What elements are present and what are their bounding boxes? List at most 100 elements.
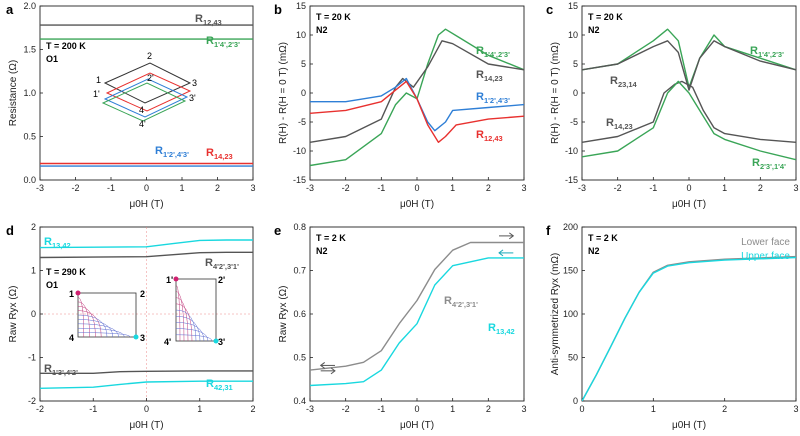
condition-text: T = 20 K (316, 12, 351, 22)
drain-contact (133, 334, 139, 340)
y-tick-label: 150 (563, 266, 578, 276)
y-tick-label: 10 (296, 30, 306, 40)
x-tick-label: 0 (414, 404, 419, 414)
contact-label: 2' (147, 73, 154, 83)
x-tick-label: -3 (36, 183, 44, 193)
series-label-subscript: 1'2',4'3' (163, 150, 189, 159)
series-label-base: R (195, 13, 203, 25)
flow-line (175, 322, 205, 342)
flow-line (175, 309, 197, 342)
x-tick-label: -2 (36, 404, 44, 414)
series-label-base: R (44, 363, 52, 375)
x-tick-label: -3 (306, 404, 314, 414)
series-label-base: R (206, 147, 214, 159)
x-tick-label: 2 (250, 404, 255, 414)
y-tick-label: 1 (31, 266, 36, 276)
series-label: R1'4',2'3' (206, 35, 240, 49)
panel-d: -2 -1 0 1 2 -2 -1 0 1 2 μ0H (T) Raw Ryx (Ω) d T = 290… (6, 222, 256, 431)
series-label-base: R (206, 35, 214, 47)
green-path (101, 82, 187, 122)
x-tick-label: -3 (306, 183, 314, 193)
series-line-c-2 (582, 80, 796, 143)
y-tick-label: 5 (573, 59, 578, 69)
flow-line (77, 314, 108, 338)
series-label: R23,14 (610, 75, 638, 89)
series-label-subscript: 1'2',4'3' (484, 96, 510, 105)
contact-label: 3' (218, 337, 225, 347)
x-axis-label: μ0H (T) (129, 199, 163, 210)
series-label-subscript: 1'4',2'3' (484, 50, 510, 59)
sweep-arrow-head (508, 232, 515, 240)
x-tick-label: -2 (71, 183, 79, 193)
panel-a: -3 -2 -1 0 1 2 3 0.0 0.5 1.0 1.5 2.0 μ0H (T) Resistan… (6, 1, 256, 210)
x-tick-label: -1 (107, 183, 115, 193)
series-label-subscript: 2'3',1'4' (760, 162, 786, 171)
y-tick-label: 50 (568, 353, 578, 363)
y-tick-label: 2.0 (23, 1, 36, 11)
series-label: R42,31 (206, 378, 233, 392)
red-path (105, 72, 192, 112)
series-line-b-1 (310, 40, 524, 143)
y-tick-label: 15 (568, 1, 578, 11)
y-tick-label: 0 (573, 396, 578, 406)
x-tick-label: 0 (579, 404, 584, 414)
plot-frame (309, 226, 525, 402)
series-label: R13,42 (488, 322, 515, 336)
series-label: R1'2',4'3' (155, 145, 189, 159)
y-tick-label: 15 (296, 1, 306, 11)
y-tick-label: 0 (573, 88, 578, 98)
series-label: R1'2',4'3' (476, 91, 510, 105)
x-axis-label: μ0H (T) (400, 199, 434, 210)
series-line-d-2 (40, 370, 253, 374)
flow-line (175, 334, 213, 342)
panel-f: 0 1 2 3 0 50 100 150 200 μ0H (T) Anti-symmetrized … (546, 222, 799, 431)
condition-text: O1 (46, 54, 58, 64)
x-tick-label: 2 (215, 183, 220, 193)
contact-label: 1 (96, 75, 101, 85)
x-tick-label: 3 (521, 404, 526, 414)
y-tick-label: 0 (31, 309, 36, 319)
y-tick-label: 0.7 (293, 266, 306, 276)
blue-path (103, 78, 189, 118)
y-tick-label: 1.0 (23, 88, 36, 98)
x-tick-label: 0 (414, 183, 419, 193)
series-label: R1'4',2'3' (750, 45, 784, 59)
panel-letter: f (546, 223, 551, 238)
contact-label: 3 (192, 78, 197, 88)
x-axis-label: μ0H (T) (672, 420, 706, 431)
series-line-d-1 (40, 251, 253, 259)
x-axis-label: μ0H (T) (129, 420, 163, 431)
x-tick-label: 1 (651, 404, 656, 414)
sample-face-2 (175, 278, 217, 342)
series-line-c-3 (582, 80, 796, 161)
y-tick-label: 0.0 (23, 175, 36, 185)
top-face-outline (103, 62, 192, 104)
panel-letter: e (274, 223, 281, 238)
source-contact (173, 276, 179, 282)
y-tick-label: -2 (28, 396, 36, 406)
x-axis-label: μ0H (T) (400, 420, 434, 431)
series-label: R2'3',1'4' (752, 157, 786, 171)
x-tick-label: -2 (342, 183, 350, 193)
series-label-subscript: 23,14 (618, 80, 638, 89)
flow-line (77, 327, 125, 338)
y-tick-label: 0.5 (293, 353, 306, 363)
y-axis-label: Resistance (Ω) (8, 60, 19, 126)
series-label-subscript: 1'3',4'2' (52, 368, 78, 377)
contact-label: 4 (69, 333, 74, 343)
flow-line (77, 323, 119, 338)
condition-text: N2 (588, 246, 600, 256)
x-tick-label: 3 (250, 183, 255, 193)
y-tick-label: -5 (298, 117, 306, 127)
contact-label: 2' (218, 275, 225, 285)
series-line-e-0 (310, 241, 524, 371)
panel-letter: c (546, 2, 553, 17)
condition-text: T = 200 K (46, 41, 86, 51)
series-label: R14,23 (206, 147, 233, 161)
y-tick-label: -10 (293, 146, 306, 156)
x-tick-label: 1 (450, 183, 455, 193)
contact-label: 4' (139, 119, 146, 129)
